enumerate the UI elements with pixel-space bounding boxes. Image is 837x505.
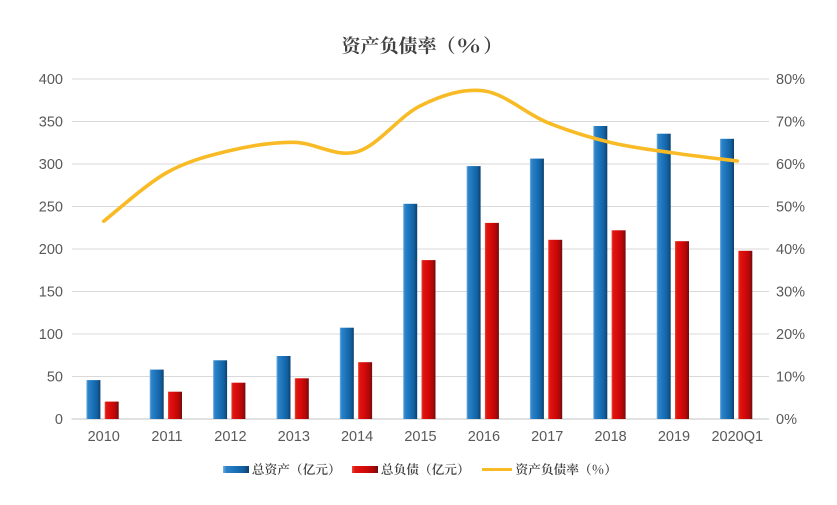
svg-text:2019: 2019 — [658, 429, 690, 445]
svg-text:2010: 2010 — [88, 429, 120, 445]
svg-text:400: 400 — [39, 72, 63, 88]
svg-text:2017: 2017 — [531, 429, 563, 445]
svg-text:80%: 80% — [776, 72, 805, 88]
svg-text:0%: 0% — [776, 412, 797, 428]
svg-text:2011: 2011 — [151, 429, 182, 445]
svg-text:200: 200 — [39, 242, 63, 258]
svg-text:20%: 20% — [776, 327, 805, 343]
svg-text:150: 150 — [39, 285, 63, 301]
svg-text:2016: 2016 — [468, 429, 500, 445]
svg-text:350: 350 — [39, 115, 63, 131]
svg-text:2014: 2014 — [341, 429, 373, 445]
svg-text:50: 50 — [47, 370, 63, 386]
svg-text:60%: 60% — [776, 157, 805, 173]
svg-text:0: 0 — [55, 412, 63, 428]
svg-text:10%: 10% — [776, 370, 805, 386]
svg-text:300: 300 — [39, 157, 63, 173]
svg-text:2020Q1: 2020Q1 — [711, 429, 763, 445]
svg-text:100: 100 — [39, 327, 63, 343]
svg-text:2015: 2015 — [404, 429, 436, 445]
svg-text:30%: 30% — [776, 285, 805, 301]
svg-text:40%: 40% — [776, 242, 805, 258]
svg-text:2018: 2018 — [594, 429, 626, 445]
svg-text:70%: 70% — [776, 115, 805, 131]
svg-text:2013: 2013 — [278, 429, 310, 445]
svg-text:250: 250 — [39, 200, 63, 216]
svg-text:2012: 2012 — [214, 429, 246, 445]
svg-text:50%: 50% — [776, 200, 805, 216]
